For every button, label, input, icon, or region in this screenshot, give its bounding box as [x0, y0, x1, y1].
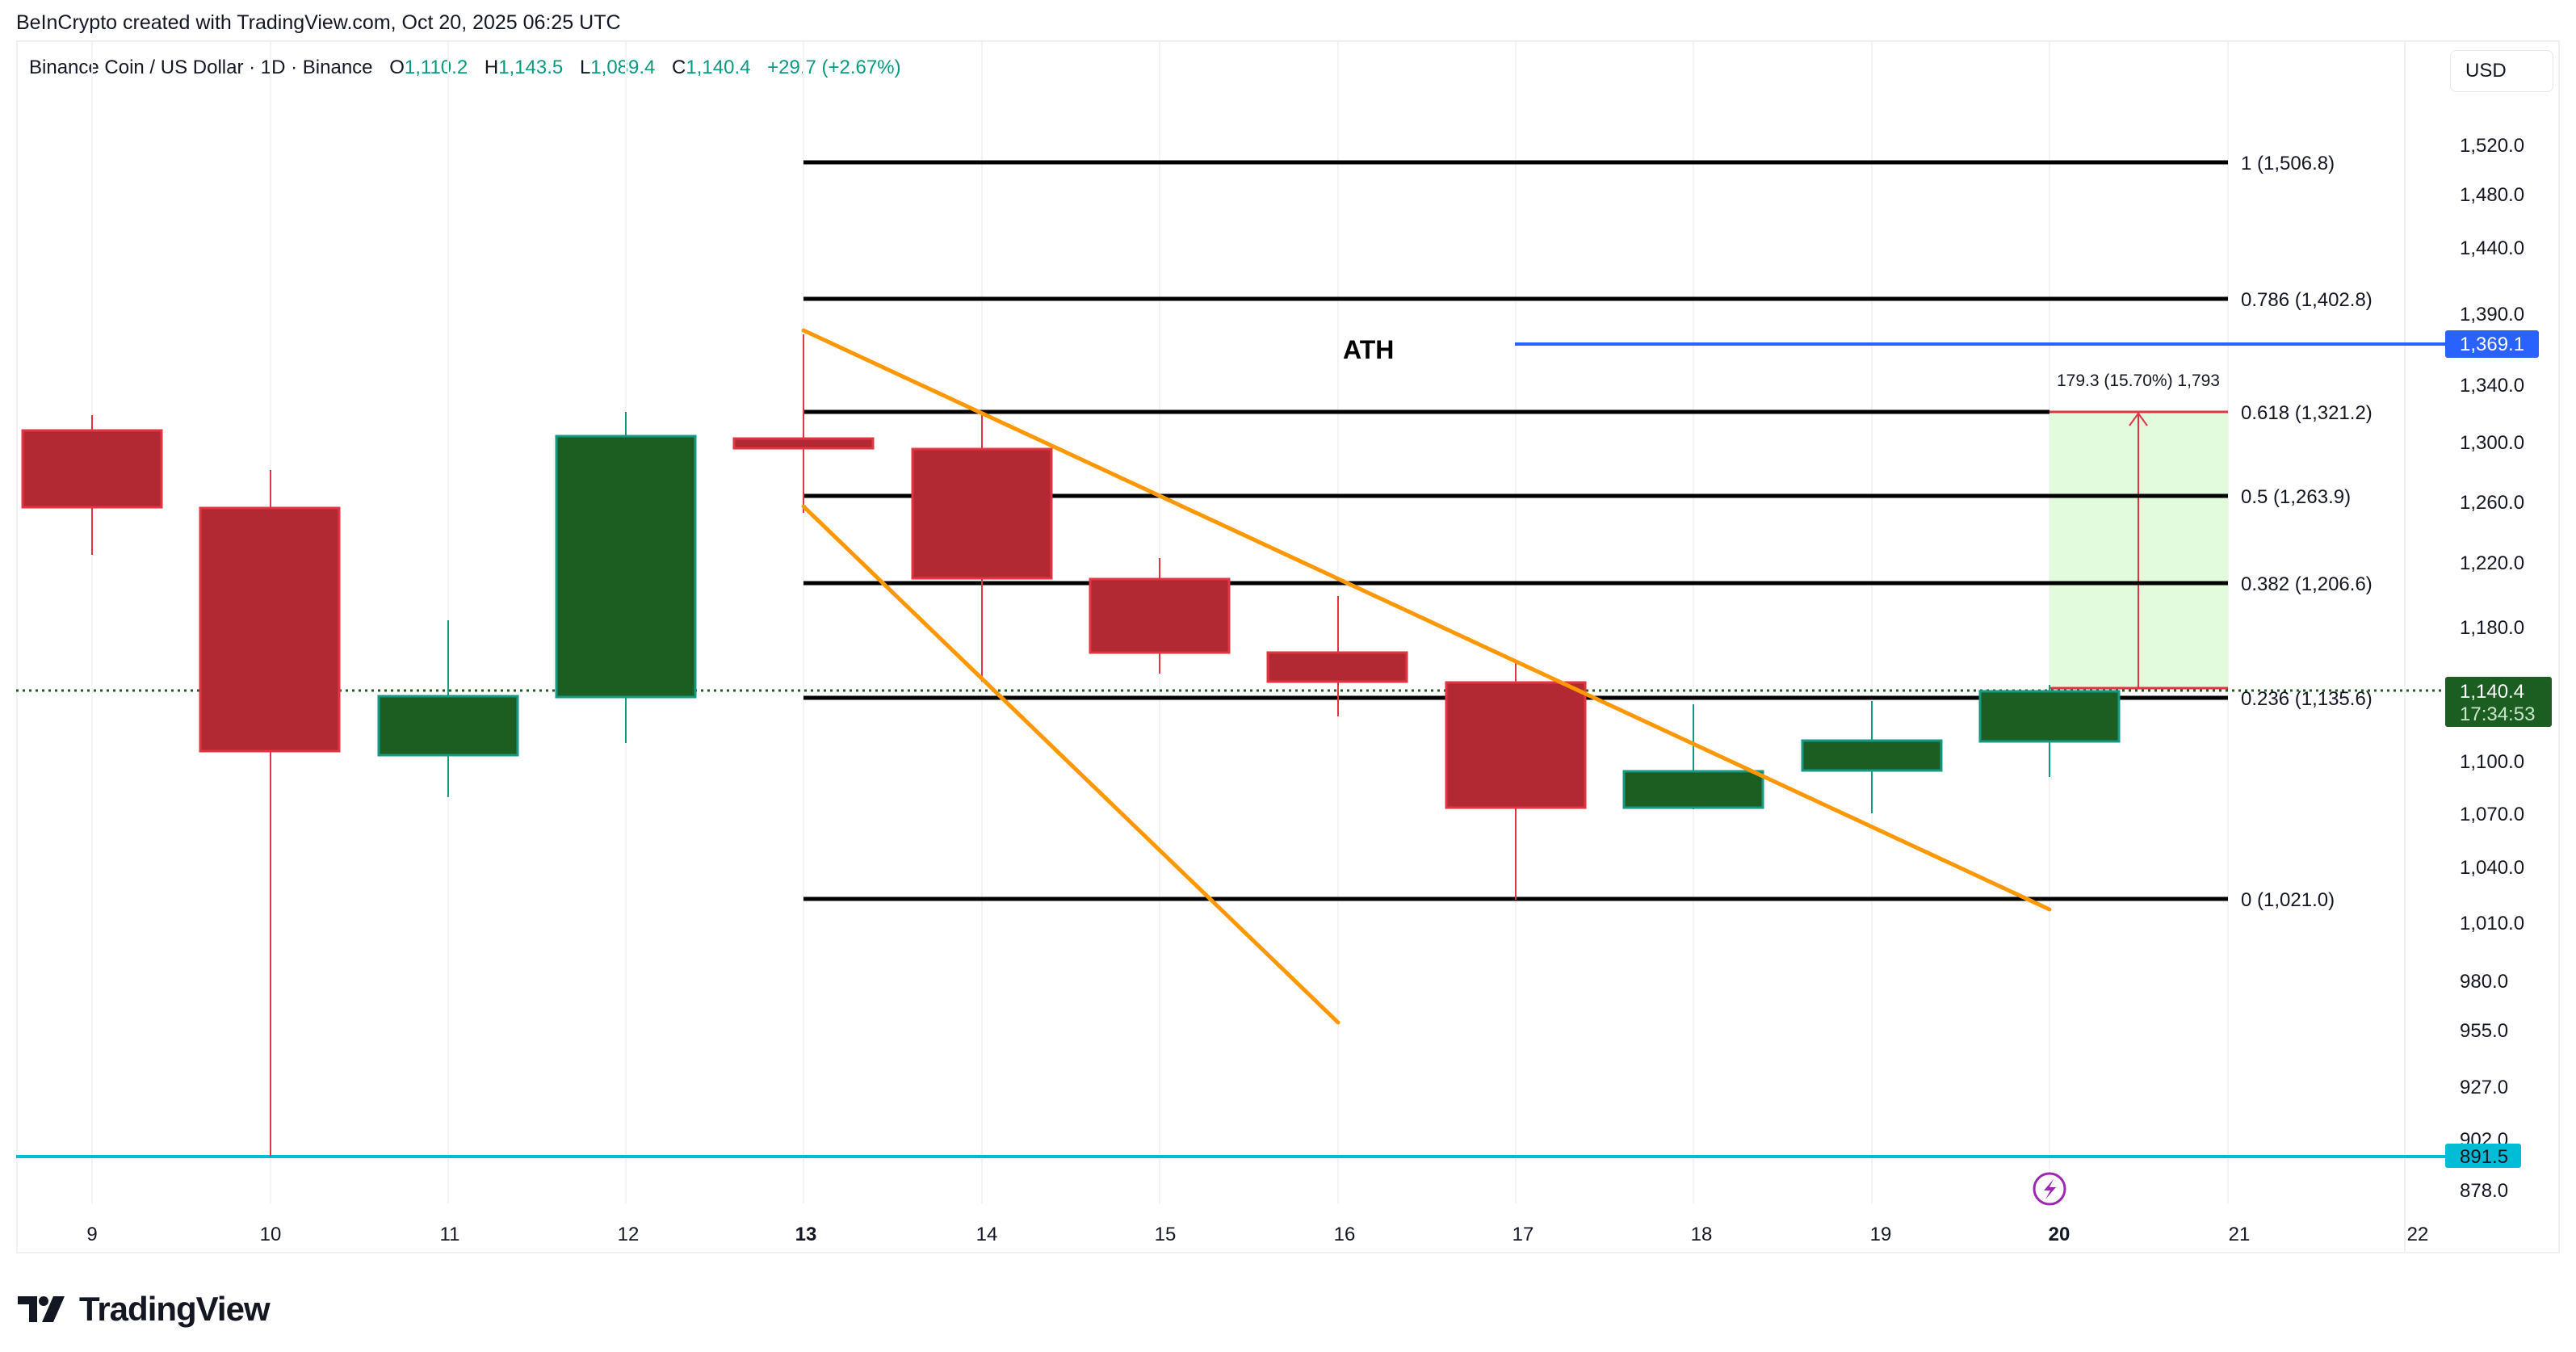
candle-15 — [1089, 558, 1231, 674]
svg-text:1,220.0: 1,220.0 — [2460, 552, 2524, 574]
svg-text:18: 18 — [1691, 1224, 1713, 1245]
lower-trendline — [801, 504, 1340, 1025]
svg-text:1,070.0: 1,070.0 — [2460, 804, 2524, 825]
fib-label-1: 1 (1,506.8) — [2241, 153, 2335, 174]
svg-text:10: 10 — [260, 1224, 282, 1245]
open-label: O — [389, 57, 405, 78]
candle-14 — [911, 413, 1053, 682]
svg-text:19: 19 — [1870, 1224, 1892, 1245]
svg-text:878.0: 878.0 — [2460, 1180, 2508, 1202]
wedge-trendlines[interactable] — [801, 328, 2052, 1025]
svg-text:955.0: 955.0 — [2460, 1020, 2508, 1042]
svg-text:21: 21 — [2229, 1224, 2251, 1245]
svg-text:1,100.0: 1,100.0 — [2460, 751, 2524, 773]
fib-label-0: 0 (1,021.0) — [2241, 889, 2335, 911]
svg-text:16: 16 — [1334, 1224, 1356, 1245]
candle-10 — [199, 470, 341, 1157]
svg-text:1,140.4: 1,140.4 — [2460, 681, 2524, 703]
lightning-event-icon[interactable] — [2033, 1172, 2066, 1206]
close-value: 1,140.4 — [686, 57, 751, 78]
svg-text:12: 12 — [618, 1224, 640, 1245]
chart-frame — [16, 40, 2560, 1253]
svg-text:17:34:53: 17:34:53 — [2460, 703, 2535, 725]
svg-text:1,040.0: 1,040.0 — [2460, 857, 2524, 879]
fib-label-05: 0.5 (1,263.9) — [2241, 486, 2351, 508]
fib-label-0618: 0.618 (1,321.2) — [2241, 402, 2373, 424]
svg-text:1,480.0: 1,480.0 — [2460, 184, 2524, 206]
candle-12 — [555, 412, 697, 743]
svg-text:11: 11 — [440, 1224, 460, 1245]
price-axis[interactable]: 1,520.0 1,480.0 1,440.0 1,390.0 1,340.0 … — [2460, 135, 2524, 1202]
svg-text:9: 9 — [86, 1224, 97, 1245]
ath-price-badge: 1,369.1 — [2445, 330, 2539, 358]
svg-text:22: 22 — [2407, 1224, 2429, 1245]
last-price-badge: 1,140.4 17:34:53 — [2445, 677, 2552, 727]
svg-text:1,520.0: 1,520.0 — [2460, 135, 2524, 157]
measure-label: 179.3 (15.70%) 1,793 — [2057, 372, 2220, 390]
currency-button[interactable]: USD — [2450, 50, 2553, 92]
close-label: C — [672, 57, 686, 78]
fib-label-0382: 0.382 (1,206.6) — [2241, 573, 2373, 595]
svg-text:1,260.0: 1,260.0 — [2460, 492, 2524, 514]
candle-20 — [1978, 685, 2121, 777]
symbol-title[interactable]: Binance Coin / US Dollar · 1D · Binance — [29, 57, 373, 78]
svg-text:20: 20 — [2049, 1224, 2070, 1245]
low-value: 1,089.4 — [590, 57, 656, 78]
symbol-legend: Binance Coin / US Dollar · 1D · Binance … — [29, 57, 901, 79]
svg-text:14: 14 — [976, 1224, 998, 1245]
svg-text:1,440.0: 1,440.0 — [2460, 237, 2524, 259]
svg-text:17: 17 — [1512, 1224, 1534, 1245]
candle-13 — [732, 334, 875, 513]
tradingview-logo-icon — [18, 1296, 65, 1322]
candle-18 — [1622, 704, 1764, 809]
candle-16 — [1266, 596, 1408, 716]
time-axis[interactable]: 9 10 11 12 13 14 15 16 17 18 19 20 21 22 — [86, 1224, 2428, 1245]
fib-label-0236: 0.236 (1,135.6) — [2241, 688, 2373, 710]
ath-label: ATH — [1343, 335, 1394, 364]
candle-11 — [377, 620, 519, 797]
fib-label-0786: 0.786 (1,402.8) — [2241, 289, 2373, 311]
svg-text:1,369.1: 1,369.1 — [2460, 334, 2524, 355]
attribution-text: BeInCrypto created with TradingView.com,… — [16, 11, 621, 34]
candle-19 — [1801, 701, 1943, 813]
svg-text:1,390.0: 1,390.0 — [2460, 304, 2524, 325]
high-label: H — [484, 57, 499, 78]
svg-text:1,340.0: 1,340.0 — [2460, 375, 2524, 397]
tradingview-logo[interactable]: TradingView — [18, 1290, 271, 1328]
svg-text:13: 13 — [795, 1224, 817, 1245]
candle-17 — [1445, 662, 1587, 900]
support-price-badge: 891.5 — [2445, 1144, 2521, 1168]
upper-trendline — [801, 328, 2052, 912]
svg-text:15: 15 — [1155, 1224, 1177, 1245]
candle-9 — [21, 415, 163, 555]
candles — [21, 334, 2121, 1157]
low-label: L — [579, 57, 591, 78]
svg-text:1,180.0: 1,180.0 — [2460, 617, 2524, 639]
svg-text:927.0: 927.0 — [2460, 1077, 2508, 1098]
svg-text:1,300.0: 1,300.0 — [2460, 432, 2524, 454]
change-value: +29.7 (+2.67%) — [767, 57, 901, 78]
svg-text:1,010.0: 1,010.0 — [2460, 913, 2524, 934]
svg-text:891.5: 891.5 — [2460, 1146, 2508, 1168]
tradingview-wordmark: TradingView — [79, 1290, 271, 1328]
price-range-measure[interactable]: 179.3 (15.70%) 1,793 — [2049, 372, 2228, 690]
fibonacci-labels: 1 (1,506.8) 0.786 (1,402.8) 0.618 (1,321… — [2241, 153, 2373, 911]
open-value: 1,110.2 — [404, 57, 468, 78]
svg-text:980.0: 980.0 — [2460, 971, 2508, 993]
high-value: 1,143.5 — [498, 57, 564, 78]
